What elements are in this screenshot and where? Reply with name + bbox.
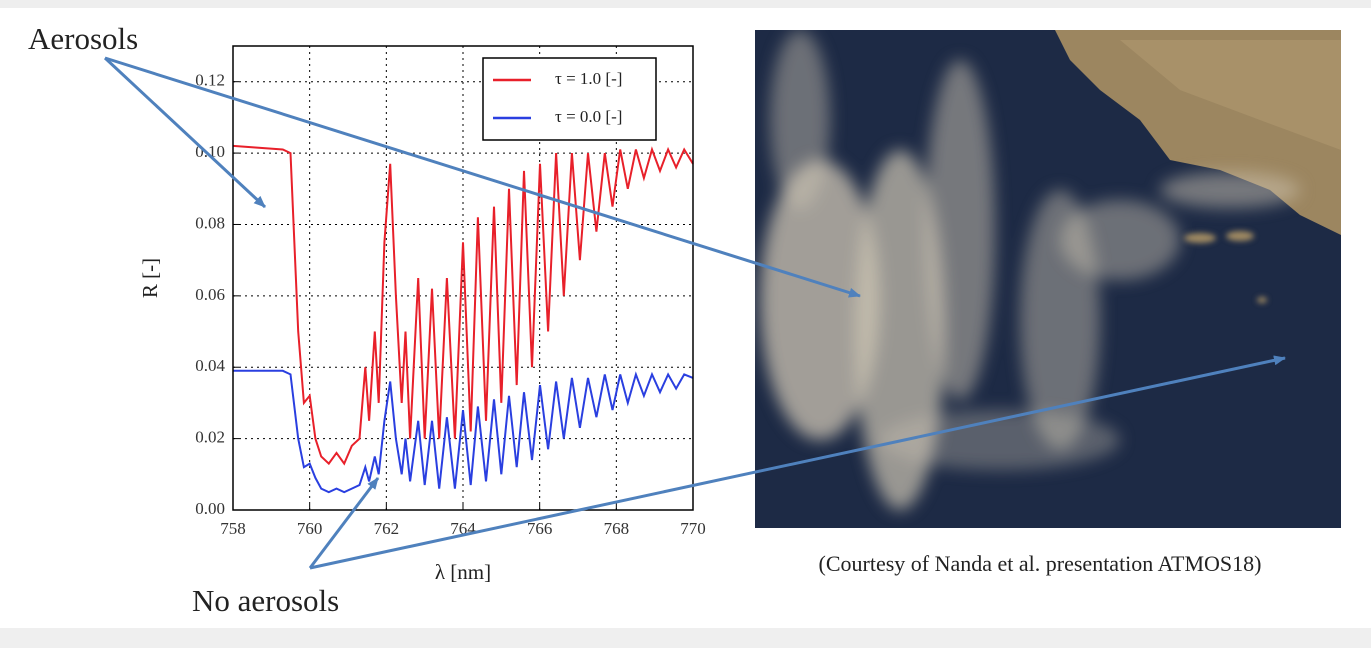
bottom-band bbox=[0, 628, 1371, 648]
arrows bbox=[103, 56, 1286, 570]
y-tick-label: 0.04 bbox=[195, 356, 225, 375]
plot-frame bbox=[232, 45, 694, 511]
y-axis-label: R [-] bbox=[138, 258, 162, 298]
satellite-image bbox=[755, 30, 1341, 528]
y-tick-label: 0.06 bbox=[195, 285, 225, 304]
series-line bbox=[233, 369, 694, 494]
legend-label: τ = 0.0 [-] bbox=[555, 107, 622, 126]
legend: τ = 1.0 [-] τ = 0.0 [-] bbox=[482, 57, 657, 141]
y-tick-label: 0.00 bbox=[195, 499, 225, 518]
arrow bbox=[103, 56, 267, 209]
legend-label: τ = 1.0 [-] bbox=[555, 69, 622, 88]
y-tick-label: 0.10 bbox=[195, 142, 225, 161]
x-tick-label: 768 bbox=[604, 519, 630, 538]
arrow bbox=[308, 477, 380, 569]
x-tick-label: 762 bbox=[374, 519, 400, 538]
annotation: Aerosols bbox=[28, 21, 138, 56]
series-line bbox=[232, 144, 694, 466]
x-tick-label: 770 bbox=[680, 519, 706, 538]
x-tick-label: 760 bbox=[297, 519, 323, 538]
y-tick-label: 0.02 bbox=[195, 428, 225, 447]
annotation: No aerosols bbox=[192, 583, 339, 618]
x-tick-label: 766 bbox=[527, 519, 553, 538]
y-tick-label: 0.08 bbox=[195, 213, 225, 232]
top-band bbox=[0, 0, 1371, 8]
x-tick-label: 758 bbox=[220, 519, 246, 538]
arrow bbox=[104, 56, 861, 298]
caption: (Courtesy of Nanda et al. presentation A… bbox=[819, 551, 1262, 576]
legend-box bbox=[482, 57, 657, 141]
x-axis-label: λ [nm] bbox=[435, 560, 491, 584]
arrow bbox=[309, 355, 1286, 570]
y-tick-label: 0.12 bbox=[195, 71, 225, 90]
